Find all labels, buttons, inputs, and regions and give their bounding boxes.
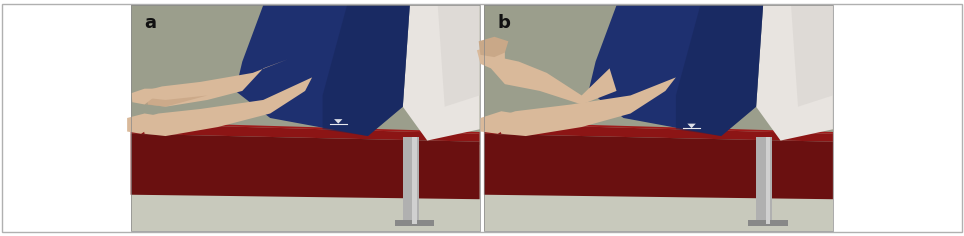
- Bar: [484, 134, 833, 145]
- Bar: [756, 137, 772, 226]
- Bar: [413, 137, 417, 224]
- Polygon shape: [145, 95, 207, 107]
- Polygon shape: [756, 5, 833, 141]
- Polygon shape: [403, 5, 480, 141]
- Bar: [131, 5, 480, 145]
- Bar: [748, 219, 788, 226]
- Bar: [131, 141, 480, 231]
- Bar: [403, 137, 418, 226]
- Polygon shape: [484, 134, 833, 199]
- Bar: [484, 141, 833, 231]
- Polygon shape: [491, 57, 617, 105]
- Bar: [131, 5, 480, 231]
- Bar: [131, 134, 480, 145]
- Polygon shape: [495, 77, 676, 136]
- Polygon shape: [131, 122, 480, 134]
- Polygon shape: [479, 37, 508, 57]
- Polygon shape: [676, 5, 763, 136]
- Polygon shape: [141, 77, 312, 136]
- Text: b: b: [497, 14, 511, 32]
- Polygon shape: [484, 122, 833, 134]
- Bar: [395, 219, 434, 226]
- Polygon shape: [484, 124, 833, 142]
- Polygon shape: [438, 5, 480, 107]
- Polygon shape: [323, 5, 410, 136]
- Polygon shape: [127, 114, 158, 134]
- Polygon shape: [145, 59, 287, 107]
- Polygon shape: [589, 5, 763, 136]
- Polygon shape: [235, 5, 410, 136]
- Polygon shape: [687, 124, 696, 128]
- Polygon shape: [131, 134, 480, 199]
- Polygon shape: [335, 119, 342, 124]
- Polygon shape: [131, 124, 480, 142]
- Bar: [765, 137, 770, 224]
- Polygon shape: [477, 46, 505, 68]
- Polygon shape: [131, 89, 162, 105]
- Bar: [484, 5, 833, 145]
- Bar: [484, 5, 833, 231]
- Polygon shape: [791, 5, 833, 107]
- Polygon shape: [480, 111, 516, 134]
- Text: a: a: [145, 14, 156, 32]
